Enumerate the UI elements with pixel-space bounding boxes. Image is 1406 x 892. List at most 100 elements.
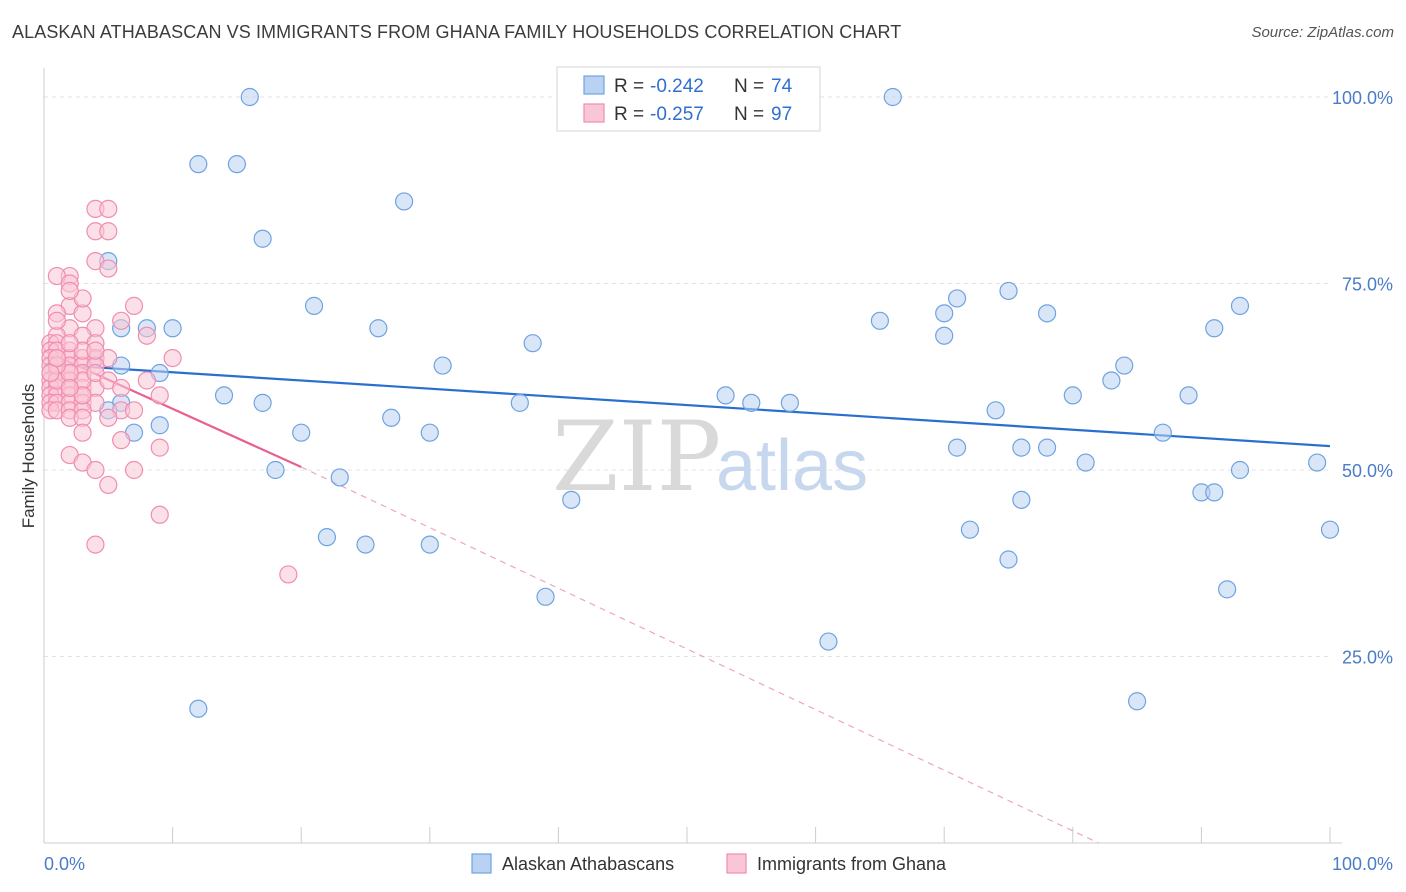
point-s1-69 — [73, 423, 92, 442]
point-s0-54 — [1037, 438, 1057, 457]
point-s0-13 — [523, 334, 542, 353]
point-s0-31 — [330, 468, 349, 487]
point-s1-13 — [112, 311, 131, 330]
point-s1-71 — [150, 438, 169, 457]
series-points-1 — [41, 199, 298, 584]
point-s1-68 — [163, 349, 182, 368]
point-s0-50 — [1102, 371, 1121, 390]
legend-r-label-1: R = — [614, 76, 644, 97]
point-s1-85 — [60, 334, 79, 353]
point-s0-64 — [1320, 520, 1340, 539]
watermark: ZIP atlas — [552, 401, 868, 513]
series-swatch-ghana — [726, 853, 747, 874]
series-swatch-athabascan — [471, 853, 492, 874]
point-s0-65 — [1218, 580, 1237, 599]
point-s0-39 — [870, 311, 890, 330]
point-s0-0 — [240, 87, 259, 107]
y-tick-label-1: 75.0% — [1342, 275, 1393, 295]
point-s0-61 — [1205, 483, 1224, 502]
trend-line-0 — [43, 362, 1331, 448]
y-axis-label: Family Households — [19, 384, 38, 529]
y-tick-labels: 100.0% 75.0% 50.0% 25.0% — [1332, 88, 1393, 668]
point-s0-35 — [420, 535, 439, 554]
point-s0-37 — [819, 632, 838, 651]
point-s0-20 — [253, 393, 272, 412]
point-s0-42 — [935, 326, 954, 345]
point-s0-51 — [1179, 386, 1198, 405]
point-s0-63 — [1308, 453, 1327, 472]
point-s0-36 — [536, 587, 555, 606]
data-points — [41, 87, 1340, 718]
legend-n-value-2: 97 — [771, 104, 792, 125]
point-s0-24 — [780, 393, 799, 412]
point-s0-46 — [1205, 319, 1224, 338]
point-s0-2 — [227, 155, 246, 174]
y-tick-label-2: 50.0% — [1342, 461, 1393, 481]
point-s1-96 — [86, 341, 105, 360]
y-tick-label-0: 100.0% — [1332, 88, 1393, 108]
point-s0-33 — [317, 528, 337, 547]
point-s0-26 — [420, 423, 439, 442]
point-s1-64 — [99, 408, 118, 427]
point-s1-61 — [124, 401, 144, 420]
series-name-ghana: Immigrants from Ghana — [757, 854, 947, 874]
point-s0-40 — [947, 289, 967, 308]
series-name-athabascan: Alaskan Athabascans — [502, 854, 674, 874]
point-s1-67 — [150, 386, 169, 405]
x-tick-label-0: 0.0% — [44, 854, 85, 874]
point-s1-75 — [99, 475, 118, 495]
legend-r-value-1: -0.242 — [650, 76, 704, 97]
point-s0-25 — [382, 408, 401, 427]
legend-r-label-2: R = — [614, 104, 644, 125]
point-s0-53 — [947, 438, 967, 457]
point-s1-79 — [279, 565, 298, 584]
legend-n-label-2: N = — [734, 104, 764, 125]
point-s0-29 — [150, 416, 169, 435]
point-s1-76 — [124, 460, 144, 480]
point-s0-57 — [1012, 490, 1031, 509]
point-s1-3 — [99, 222, 118, 241]
point-s0-56 — [1153, 423, 1172, 442]
chart-title: ALASKAN ATHABASCAN VS IMMIGRANTS FROM GH… — [12, 22, 902, 42]
point-s0-8 — [369, 319, 388, 338]
point-s0-27 — [292, 423, 311, 442]
watermark-atlas: atlas — [716, 426, 868, 506]
point-s0-1 — [189, 155, 208, 174]
x-tick-label-1: 100.0% — [1332, 854, 1393, 874]
point-s1-94 — [60, 378, 79, 398]
point-s1-82 — [60, 281, 79, 301]
point-s0-66 — [1127, 692, 1147, 711]
point-s0-5 — [253, 229, 272, 248]
point-s0-38 — [189, 699, 208, 718]
point-s1-65 — [137, 371, 156, 390]
point-s0-22 — [742, 393, 761, 412]
axes — [43, 68, 1342, 844]
point-s0-30 — [266, 460, 285, 480]
point-s1-5 — [99, 259, 118, 278]
point-s0-12 — [433, 356, 452, 375]
point-s0-34 — [356, 535, 375, 554]
x-tick-labels: 0.0% 100.0% — [44, 854, 1393, 874]
point-s0-62 — [1230, 460, 1250, 480]
legend-n-value-1: 74 — [771, 76, 793, 97]
point-s1-95 — [47, 349, 66, 368]
point-s1-89 — [112, 378, 131, 398]
point-s0-55 — [1076, 453, 1095, 472]
series-legend: Alaskan Athabascans Immigrants from Ghan… — [471, 853, 947, 874]
point-s1-78 — [150, 505, 169, 524]
point-s0-23 — [716, 386, 735, 405]
point-s0-3 — [883, 87, 902, 107]
point-s0-21 — [510, 393, 529, 412]
watermark-zip: ZIP — [552, 401, 721, 513]
point-s1-80 — [47, 311, 66, 330]
point-s0-47 — [1115, 356, 1134, 375]
source-credit: Source: ZipAtlas.com — [1251, 24, 1394, 41]
point-s0-7 — [304, 296, 324, 315]
legend-swatch-ghana — [583, 103, 605, 123]
point-s0-52 — [1012, 438, 1031, 457]
point-s0-58 — [960, 520, 980, 539]
legend-n-label-1: N = — [734, 76, 764, 97]
point-s1-1 — [99, 199, 118, 218]
legend-swatch-athabascan — [583, 75, 605, 95]
